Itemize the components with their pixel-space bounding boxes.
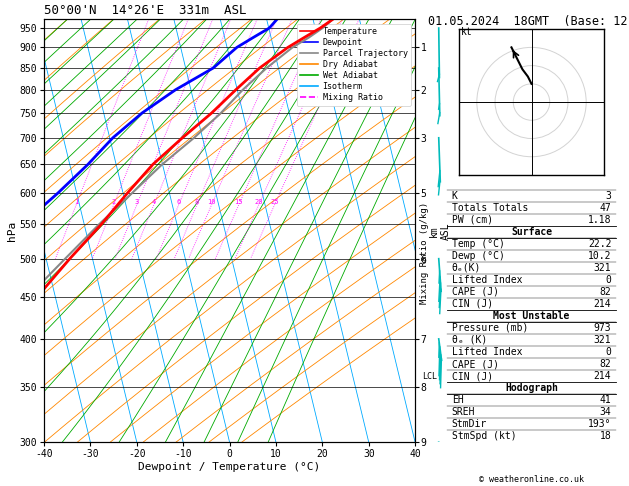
Text: 34: 34 — [599, 407, 611, 417]
Text: Most Unstable: Most Unstable — [493, 311, 570, 321]
Text: θₑ (K): θₑ (K) — [452, 335, 487, 345]
Text: 321: 321 — [594, 335, 611, 345]
Text: LCL: LCL — [423, 372, 438, 381]
Text: 0: 0 — [606, 275, 611, 285]
Text: 214: 214 — [594, 299, 611, 309]
Text: CIN (J): CIN (J) — [452, 371, 493, 381]
Text: StmDir: StmDir — [452, 419, 487, 429]
Text: Mixing Ratio (g/kg): Mixing Ratio (g/kg) — [420, 202, 429, 304]
Text: Dewp (°C): Dewp (°C) — [452, 251, 504, 260]
Text: CAPE (J): CAPE (J) — [452, 359, 499, 369]
Text: 50°00'N  14°26'E  331m  ASL: 50°00'N 14°26'E 331m ASL — [44, 4, 247, 17]
Text: 18: 18 — [599, 431, 611, 441]
Text: 1: 1 — [74, 199, 78, 206]
Text: CIN (J): CIN (J) — [452, 299, 493, 309]
Text: 0: 0 — [606, 347, 611, 357]
Text: Temp (°C): Temp (°C) — [452, 239, 504, 249]
Text: Pressure (mb): Pressure (mb) — [452, 323, 528, 333]
Text: CAPE (J): CAPE (J) — [452, 287, 499, 297]
Text: 2: 2 — [111, 199, 116, 206]
Text: 41: 41 — [599, 395, 611, 405]
Text: 20: 20 — [254, 199, 263, 206]
Y-axis label: km
ASL: km ASL — [430, 222, 451, 240]
Text: 321: 321 — [594, 263, 611, 273]
Text: θₑ(K): θₑ(K) — [452, 263, 481, 273]
Text: 10: 10 — [207, 199, 216, 206]
Text: 6: 6 — [176, 199, 181, 206]
Text: Lifted Index: Lifted Index — [452, 347, 522, 357]
Text: 3: 3 — [606, 191, 611, 201]
Text: SREH: SREH — [452, 407, 475, 417]
Text: 25: 25 — [270, 199, 279, 206]
Legend: Temperature, Dewpoint, Parcel Trajectory, Dry Adiabat, Wet Adiabat, Isotherm, Mi: Temperature, Dewpoint, Parcel Trajectory… — [297, 24, 411, 106]
Text: PW (cm): PW (cm) — [452, 215, 493, 225]
Text: 15: 15 — [235, 199, 243, 206]
Text: Surface: Surface — [511, 226, 552, 237]
Text: 214: 214 — [594, 371, 611, 381]
Text: 82: 82 — [599, 359, 611, 369]
Text: 973: 973 — [594, 323, 611, 333]
Text: Totals Totals: Totals Totals — [452, 203, 528, 212]
Text: 8: 8 — [194, 199, 199, 206]
Text: kt: kt — [460, 27, 472, 36]
Text: 01.05.2024  18GMT  (Base: 12): 01.05.2024 18GMT (Base: 12) — [428, 15, 629, 28]
Y-axis label: hPa: hPa — [7, 221, 17, 241]
Text: 1.18: 1.18 — [588, 215, 611, 225]
Text: 3: 3 — [135, 199, 139, 206]
Text: K: K — [452, 191, 457, 201]
X-axis label: Dewpoint / Temperature (°C): Dewpoint / Temperature (°C) — [138, 462, 321, 472]
Text: © weatheronline.co.uk: © weatheronline.co.uk — [479, 474, 584, 484]
Text: StmSpd (kt): StmSpd (kt) — [452, 431, 516, 441]
Text: 10.2: 10.2 — [588, 251, 611, 260]
Text: 4: 4 — [152, 199, 156, 206]
Text: Lifted Index: Lifted Index — [452, 275, 522, 285]
Text: 82: 82 — [599, 287, 611, 297]
Text: 47: 47 — [599, 203, 611, 212]
Text: Hodograph: Hodograph — [505, 383, 558, 393]
Text: 22.2: 22.2 — [588, 239, 611, 249]
Text: 193°: 193° — [588, 419, 611, 429]
Text: EH: EH — [452, 395, 464, 405]
